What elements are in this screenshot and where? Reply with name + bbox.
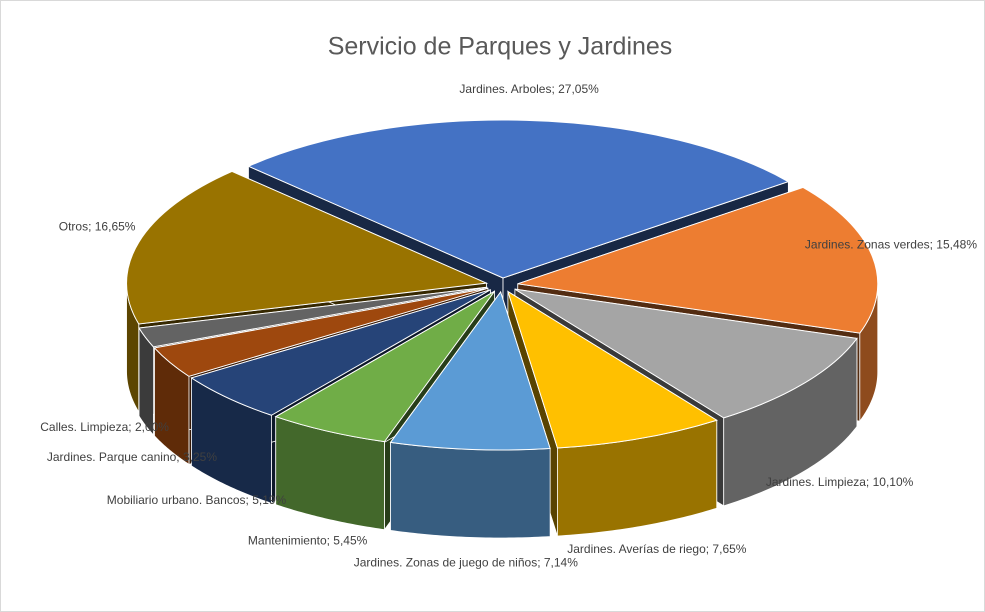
slice-top — [153, 287, 489, 377]
data-label: Jardines. Parque canino; 3,25% — [47, 450, 217, 464]
data-label: Jardines. Averías de riego; 7,65% — [567, 542, 747, 556]
slice-top — [389, 290, 551, 451]
data-label: Jardines. Zonas de juego de niños; 7,14% — [354, 555, 578, 569]
slice-top — [514, 288, 858, 419]
data-label: Mantenimiento; 5,45% — [248, 533, 368, 547]
slice-wall — [390, 441, 551, 539]
data-label: Calles. Limpieza; 2,00% — [40, 420, 169, 434]
data-label: Jardines. Limpieza; 10,10% — [766, 475, 914, 489]
slice — [389, 290, 551, 539]
slice-top — [190, 289, 491, 416]
pie — [126, 119, 879, 539]
slice-top — [126, 170, 489, 325]
data-label: Mobiliario urbano. Bancos; 5,19% — [107, 493, 287, 507]
data-label: Jardines. Zonas verdes; 15,48% — [805, 237, 977, 251]
data-label: Otros; 16,65% — [59, 219, 136, 233]
chart-title: Servicio de Parques y Jardines — [328, 33, 673, 61]
slice-top — [507, 290, 718, 449]
slice-top — [517, 186, 879, 334]
slice-top — [247, 119, 790, 279]
data-label: Jardines. Arboles; 27,05% — [459, 82, 599, 96]
slice-top — [138, 286, 487, 348]
slice-top — [274, 290, 495, 443]
labels: Jardines. Arboles; 27,05% Jardines. Zonas… — [40, 82, 977, 569]
